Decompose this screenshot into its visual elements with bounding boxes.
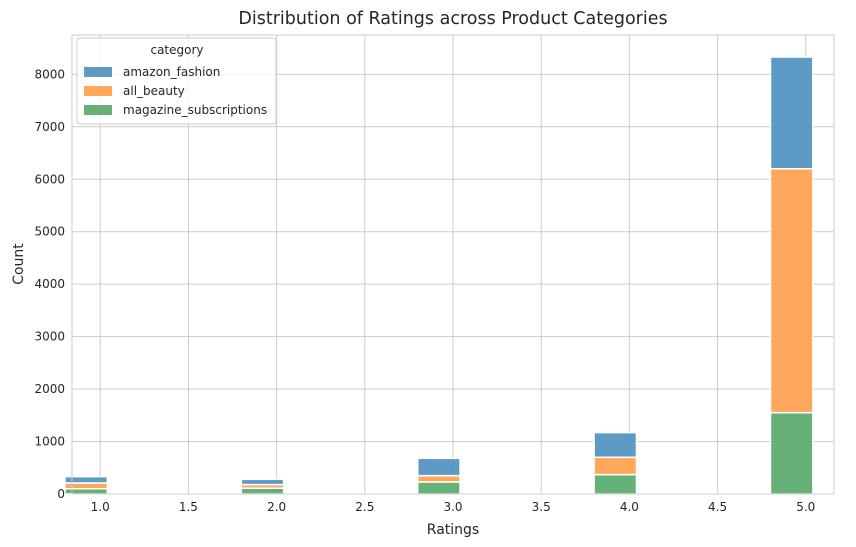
bar-segment <box>416 481 461 495</box>
legend-title: category <box>150 43 203 57</box>
bar-segment <box>64 482 109 490</box>
y-tick-label: 5000 <box>34 225 65 239</box>
tick-labels: 1.0 1.5 2.0 2.5 3.0 3.5 4.0 4.5 5.0 0 1000 2000 3000… <box>34 67 815 514</box>
bar-segment <box>240 487 285 495</box>
y-tick-label: 1000 <box>34 435 65 449</box>
bar-segment <box>416 474 461 483</box>
y-tick-label: 2000 <box>34 382 65 396</box>
bar-segment <box>593 456 638 476</box>
bar-segment <box>240 478 285 486</box>
x-tick-label: 2.5 <box>355 500 374 514</box>
y-tick-label: 0 <box>57 487 65 501</box>
bar-segment <box>769 56 814 170</box>
y-tick-label: 4000 <box>34 277 65 291</box>
bar-segment <box>769 168 814 414</box>
bar-segment <box>593 473 638 495</box>
legend-box <box>76 37 277 125</box>
y-tick-label: 6000 <box>34 172 65 186</box>
plot-area-border <box>71 34 835 495</box>
x-tick-label: 3.0 <box>443 500 462 514</box>
legend-swatch <box>84 86 112 96</box>
bar-segment <box>593 431 638 459</box>
legend-entry-label: magazine_subscriptions <box>123 103 267 117</box>
y-axis-label: Count <box>11 243 27 285</box>
legend-swatch <box>84 67 112 77</box>
x-tick-label: 1.5 <box>179 500 198 514</box>
bar-segment <box>64 475 109 484</box>
y-tick-label: 3000 <box>34 330 65 344</box>
legend-entry-label: all_beauty <box>123 84 185 98</box>
bars <box>64 56 814 495</box>
y-tick-label: 8000 <box>34 67 65 81</box>
x-tick-label: 5.0 <box>796 500 815 514</box>
x-axis-label: Ratings <box>427 522 479 538</box>
bar-segment <box>769 411 814 495</box>
x-tick-label: 3.5 <box>532 500 551 514</box>
bar-segment <box>416 457 461 477</box>
x-tick-label: 2.0 <box>267 500 286 514</box>
x-tick-label: 4.5 <box>708 500 727 514</box>
legend-entry-label: amazon_fashion <box>123 65 220 79</box>
x-tick-label: 1.0 <box>91 500 110 514</box>
plot-frame <box>71 34 835 495</box>
bar-segment <box>64 488 109 495</box>
x-tick-label: 4.0 <box>620 500 639 514</box>
legend-swatch <box>84 105 112 115</box>
chart-title: Distribution of Ratings across Product C… <box>238 9 667 29</box>
y-tick-label: 7000 <box>34 120 65 134</box>
legend: category amazon_fashion all_beautymagazin… <box>76 37 277 125</box>
